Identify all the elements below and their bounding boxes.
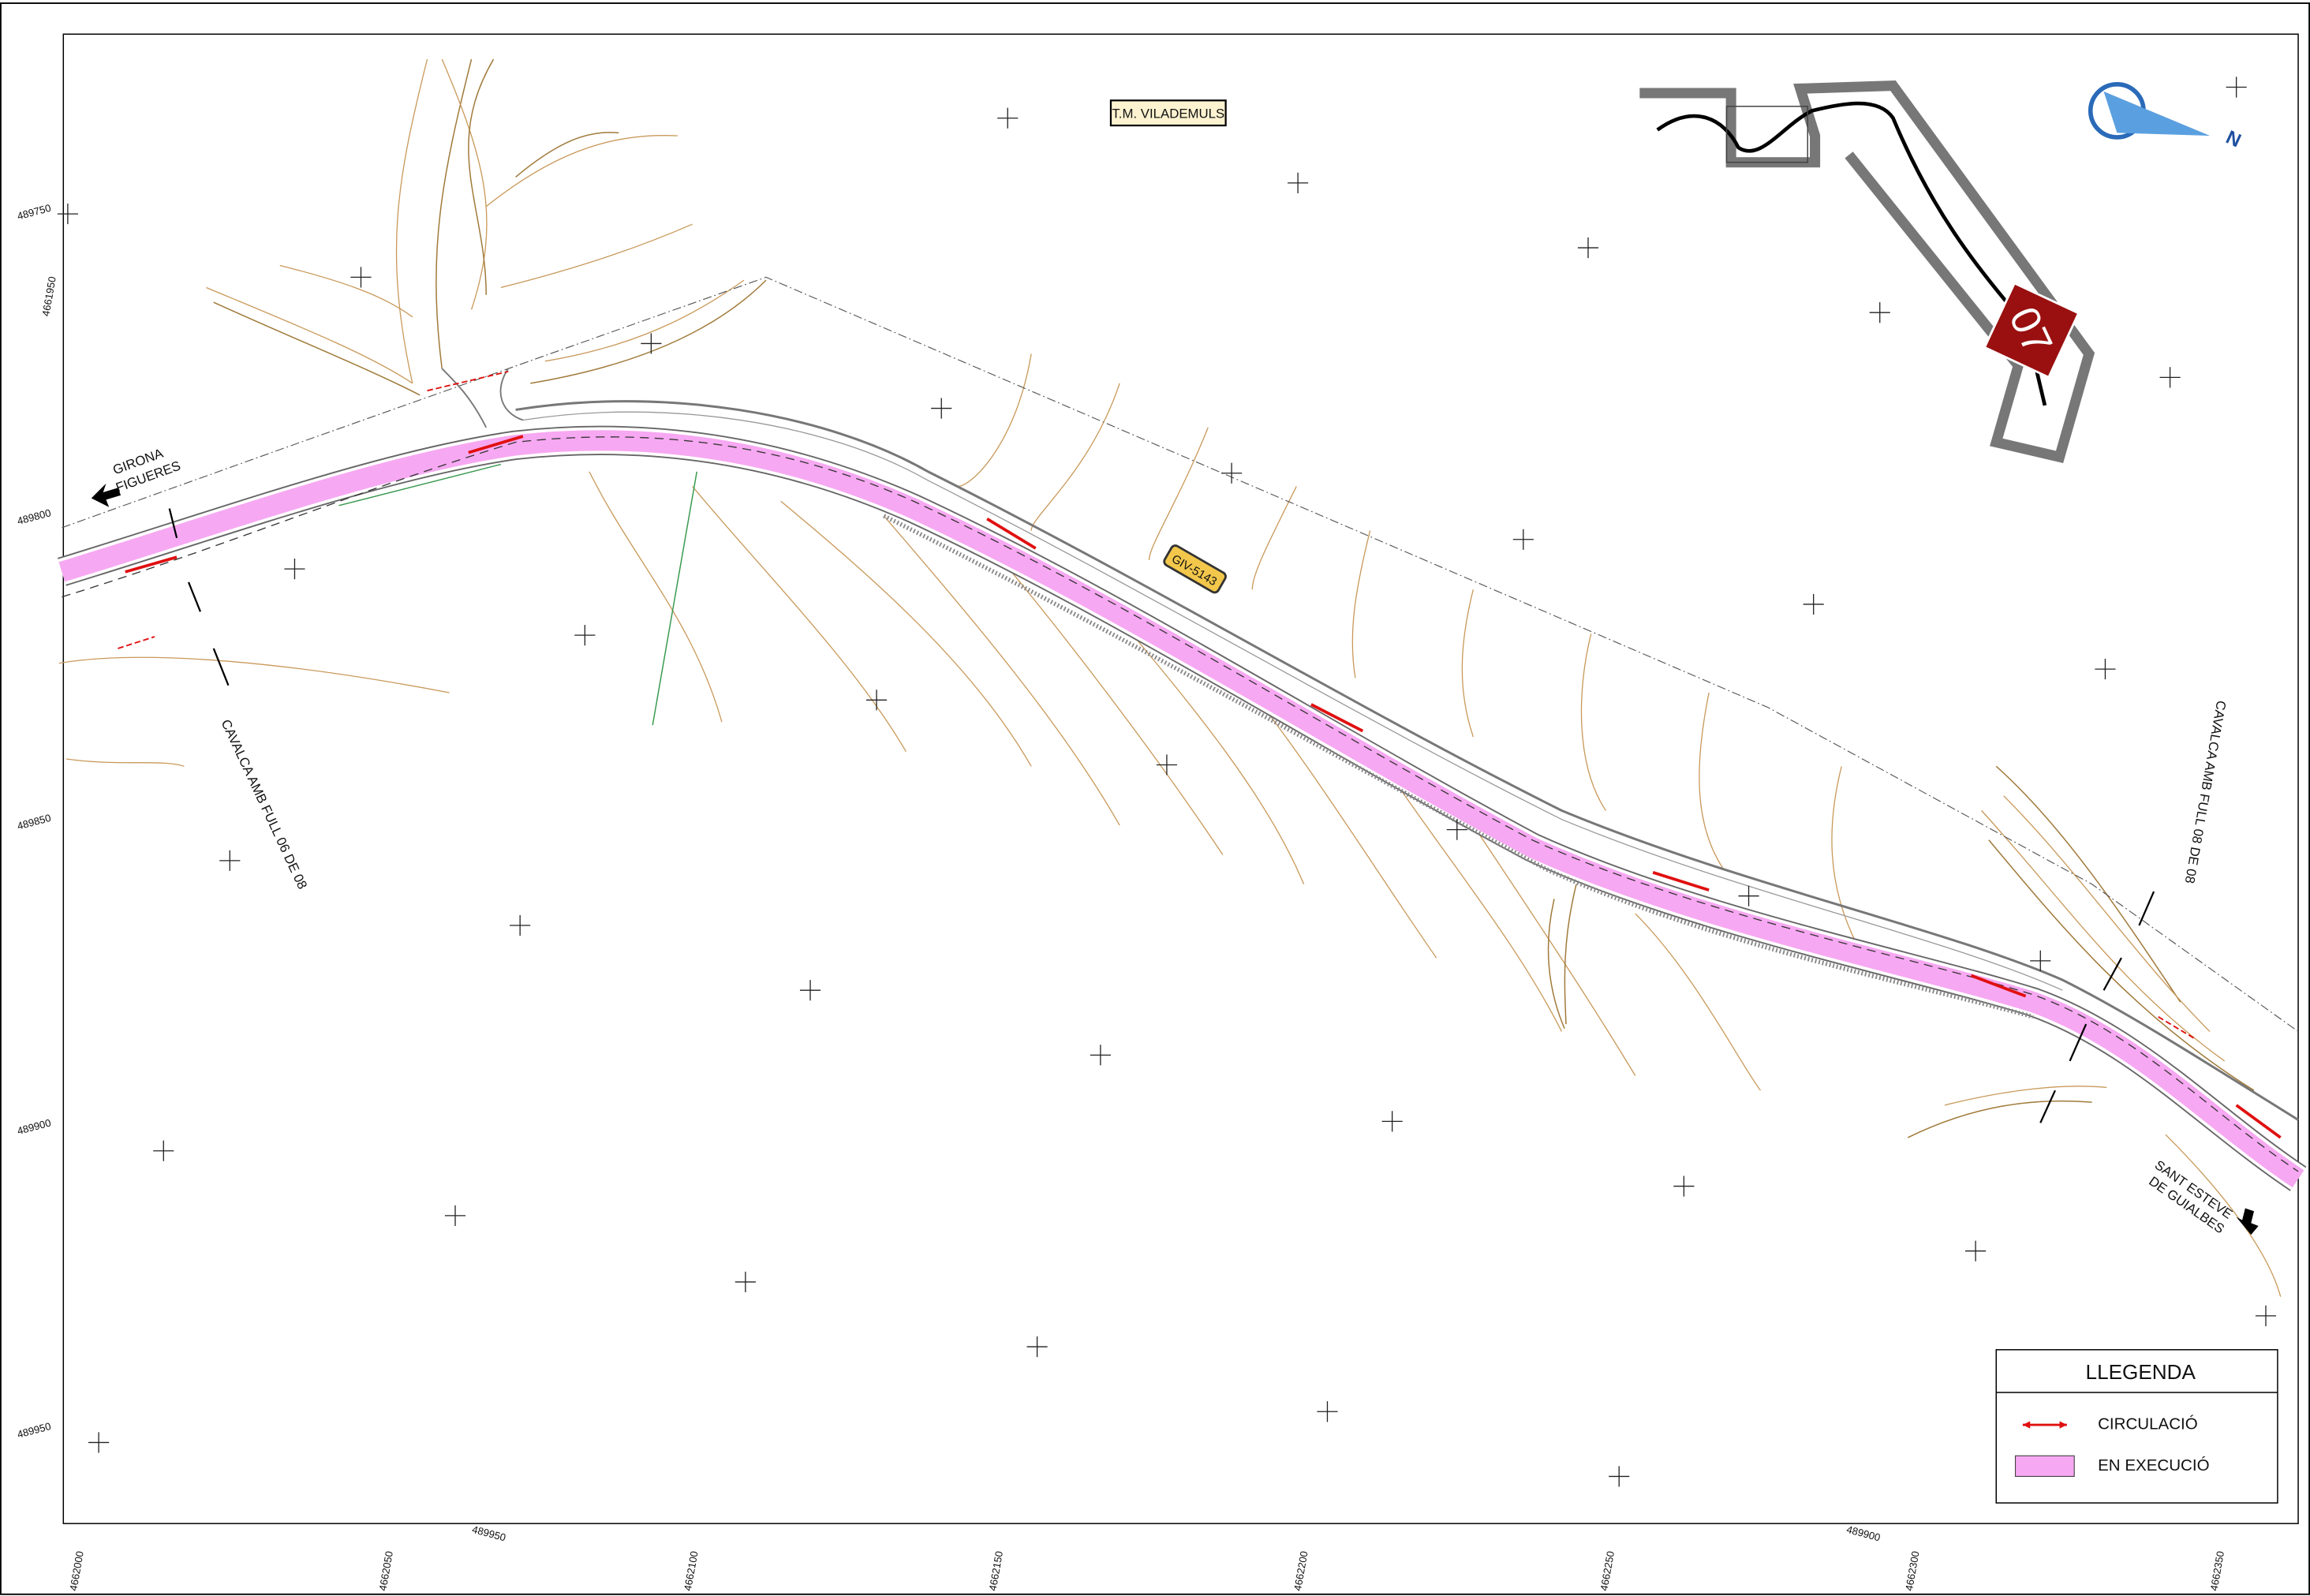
cross xyxy=(1317,1401,1338,1422)
arrow-east xyxy=(2236,1208,2259,1235)
cross xyxy=(444,1205,466,1226)
cross xyxy=(1446,819,1467,840)
municipality-box xyxy=(1109,99,1227,127)
map-frame xyxy=(62,33,2299,1524)
cross xyxy=(57,204,78,225)
legend-title: LLEGENDA xyxy=(2086,1360,2196,1384)
key-map: 07 xyxy=(1639,80,2095,463)
cross xyxy=(1965,1240,1987,1261)
match-line-left xyxy=(168,508,230,686)
arrow-west xyxy=(91,483,121,507)
cross xyxy=(1090,1045,1111,1066)
cross xyxy=(2255,1305,2277,1326)
cross xyxy=(641,333,662,354)
legend: LLEGENDA CIRCULACIÓ EN EXECUCIÓ xyxy=(1995,1349,2278,1504)
cross xyxy=(734,1271,756,1292)
legend-item: EN EXECUCIÓ xyxy=(2098,1456,2209,1475)
road xyxy=(57,368,2307,1191)
contours xyxy=(58,58,2282,1297)
cross xyxy=(1156,754,1178,776)
cross xyxy=(1288,172,1309,193)
cross xyxy=(2095,659,2116,680)
cross xyxy=(799,980,821,1001)
cross xyxy=(1869,302,1890,323)
match-line-right xyxy=(2039,891,2155,1123)
circulation-arrows xyxy=(125,435,2282,1139)
cross xyxy=(350,267,372,288)
cross xyxy=(1803,593,1824,615)
cross xyxy=(2159,367,2181,388)
cross xyxy=(2226,77,2247,98)
cross xyxy=(1673,1176,1695,1197)
boundary xyxy=(62,276,2299,1032)
cross xyxy=(219,850,241,871)
cross xyxy=(1221,462,1243,484)
cross xyxy=(1609,1466,1630,1487)
cross xyxy=(88,1432,110,1453)
cross xyxy=(510,914,531,936)
cross xyxy=(997,107,1019,129)
cross xyxy=(574,625,596,646)
cross xyxy=(866,690,888,711)
cross xyxy=(2030,950,2051,971)
cross xyxy=(1577,237,1599,259)
legend-item: CIRCULACIÓ xyxy=(2098,1415,2198,1433)
cross xyxy=(1026,1336,1048,1358)
cross xyxy=(1512,529,1534,550)
cross xyxy=(153,1140,174,1161)
cross xyxy=(284,559,305,580)
cross xyxy=(931,398,952,419)
grid-crosses xyxy=(57,77,2277,1487)
cross xyxy=(1381,1111,1403,1132)
cross xyxy=(1738,885,1759,906)
municipality: T.M. VILADEMULS xyxy=(1112,107,1224,121)
